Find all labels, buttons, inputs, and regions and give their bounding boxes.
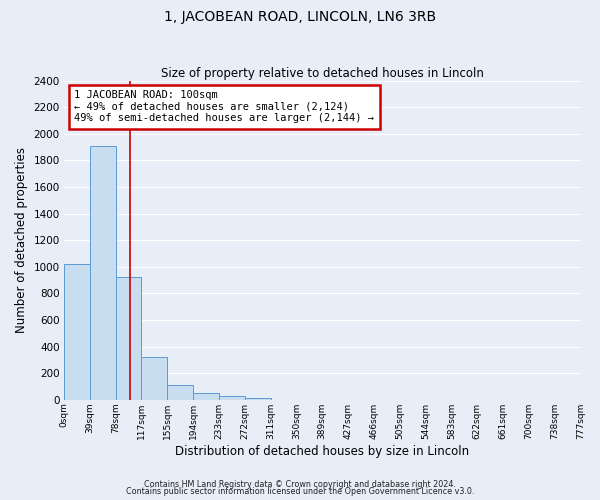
Text: Contains HM Land Registry data © Crown copyright and database right 2024.: Contains HM Land Registry data © Crown c… bbox=[144, 480, 456, 489]
Bar bbox=[219, 396, 245, 400]
Bar bbox=[193, 393, 219, 400]
Text: 1 JACOBEAN ROAD: 100sqm
← 49% of detached houses are smaller (2,124)
49% of semi: 1 JACOBEAN ROAD: 100sqm ← 49% of detache… bbox=[74, 90, 374, 124]
Bar bbox=[90, 146, 116, 400]
Bar bbox=[116, 278, 142, 400]
Y-axis label: Number of detached properties: Number of detached properties bbox=[15, 147, 28, 333]
Bar bbox=[245, 398, 271, 400]
Title: Size of property relative to detached houses in Lincoln: Size of property relative to detached ho… bbox=[161, 66, 484, 80]
X-axis label: Distribution of detached houses by size in Lincoln: Distribution of detached houses by size … bbox=[175, 444, 469, 458]
Bar bbox=[64, 264, 90, 400]
Bar bbox=[142, 357, 167, 400]
Bar bbox=[167, 385, 193, 400]
Text: 1, JACOBEAN ROAD, LINCOLN, LN6 3RB: 1, JACOBEAN ROAD, LINCOLN, LN6 3RB bbox=[164, 10, 436, 24]
Text: Contains public sector information licensed under the Open Government Licence v3: Contains public sector information licen… bbox=[126, 488, 474, 496]
